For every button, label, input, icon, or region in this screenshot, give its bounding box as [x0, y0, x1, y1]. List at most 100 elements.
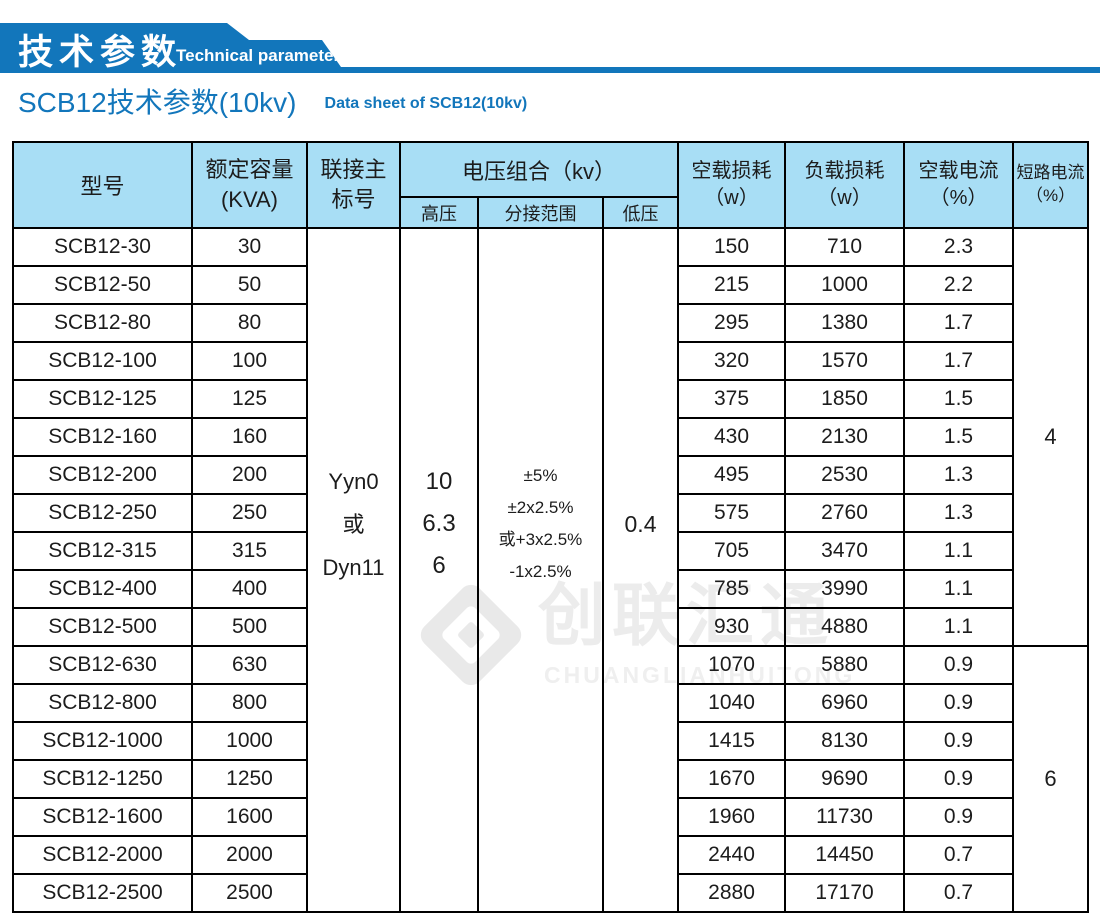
model-cell: SCB12-2500 [12, 873, 193, 913]
capacity-cell: 2000 [191, 835, 308, 875]
no-load-current-cell: 1.5 [903, 379, 1015, 419]
table-row: SCB12-200 200 495 2530 1.3 [12, 455, 1088, 495]
load-loss-cell: 1000 [784, 265, 906, 305]
header-short-circuit-line2: （%） [1025, 186, 1076, 205]
model-cell: SCB12-1250 [12, 759, 193, 799]
load-loss-cell: 2530 [784, 455, 906, 495]
header-capacity-line2: (KVA) [220, 187, 279, 212]
capacity-cell: 250 [191, 493, 308, 533]
load-loss-cell: 9690 [784, 759, 906, 799]
load-loss-cell: 4880 [784, 607, 906, 647]
model-cell: SCB12-630 [12, 645, 193, 685]
header-low-voltage: 低压 [601, 196, 680, 229]
tap-line: ±5% [523, 466, 558, 485]
capacity-cell: 160 [191, 417, 308, 457]
tap-range-cell: ±5% ±2x2.5% 或+3x2.5% -1x2.5% [477, 227, 604, 913]
tap-line: ±2x2.5% [507, 498, 574, 517]
hv-line: 6 [432, 552, 446, 579]
header-vector-line2: 标号 [331, 187, 376, 212]
load-loss-cell: 710 [784, 227, 906, 267]
table-row: SCB12-2000 2000 2440 14450 0.7 [12, 835, 1088, 875]
no-load-current-cell: 2.3 [903, 227, 1015, 267]
no-load-current-cell: 0.7 [903, 835, 1015, 875]
load-loss-cell: 3990 [784, 569, 906, 609]
capacity-cell: 1250 [191, 759, 308, 799]
table-row: SCB12-630 630 1070 5880 0.9 6 [12, 645, 1090, 913]
vector-line: 或 [342, 511, 365, 537]
capacity-cell: 315 [191, 531, 308, 571]
short-circuit-group1-cell: 4 [1012, 227, 1090, 647]
header-short-circuit-current: 短路电流 （%） [1012, 141, 1090, 229]
no-load-loss-cell: 495 [677, 455, 787, 495]
table-row: SCB12-400 400 785 3990 1.1 [12, 569, 1088, 609]
header-load-loss-line1: 负载损耗 [804, 160, 885, 182]
no-load-loss-cell: 215 [677, 265, 787, 305]
no-load-loss-cell: 575 [677, 493, 787, 533]
load-loss-cell: 2130 [784, 417, 906, 457]
model-cell: SCB12-100 [12, 341, 193, 381]
load-loss-cell: 3470 [784, 531, 906, 571]
capacity-cell: 30 [191, 227, 308, 267]
no-load-loss-cell: 430 [677, 417, 787, 457]
table-row: SCB12-315 315 705 3470 1.1 [12, 531, 1088, 571]
capacity-cell: 200 [191, 455, 308, 495]
banner-title-zh: 技术参数 [18, 33, 183, 72]
header-high-voltage: 高压 [399, 196, 479, 229]
model-cell: SCB12-2000 [12, 835, 193, 875]
capacity-cell: 125 [191, 379, 308, 419]
table-row: SCB12-800 800 1040 6960 0.9 [12, 683, 1088, 723]
load-loss-cell: 2760 [784, 493, 906, 533]
capacity-cell: 800 [191, 683, 308, 723]
load-loss-cell: 6960 [784, 683, 906, 723]
model-cell: SCB12-125 [12, 379, 193, 419]
model-cell: SCB12-315 [12, 531, 193, 571]
no-load-loss-cell: 295 [677, 303, 787, 343]
no-load-current-cell: 2.2 [903, 265, 1015, 305]
no-load-loss-cell: 1040 [677, 683, 787, 723]
capacity-cell: 2500 [191, 873, 308, 913]
model-cell: SCB12-400 [12, 569, 193, 609]
no-load-loss-cell: 375 [677, 379, 787, 419]
document-title: SCB12技术参数(10kv) Data sheet of SCB12(10kv) [18, 86, 527, 120]
model-cell: SCB12-250 [12, 493, 193, 533]
model-cell: SCB12-1000 [12, 721, 193, 761]
header-capacity-line1: 额定容量 [205, 157, 294, 183]
capacity-cell: 50 [191, 265, 308, 305]
table-row: SCB12-100 100 320 1570 1.7 [12, 341, 1088, 381]
no-load-current-cell: 0.9 [903, 683, 1015, 723]
vector-line: Dyn11 [322, 554, 385, 580]
load-loss-cell: 1570 [784, 341, 906, 381]
parameters-table: 型号 额定容量 (KVA) 联接主 标号 电压组合（kv） 空载损耗 （w） 负… [12, 141, 1090, 913]
hv-line: 10 [425, 468, 453, 495]
header-vector-line1: 联接主 [320, 157, 387, 183]
table-row: SCB12-125 125 375 1850 1.5 [12, 379, 1088, 419]
model-cell: SCB12-30 [12, 227, 193, 267]
table-row: SCB12-250 250 575 2760 1.3 [12, 493, 1088, 533]
document-title-en: Data sheet of SCB12(10kv) [324, 95, 528, 112]
no-load-loss-cell: 2880 [677, 873, 787, 913]
model-cell: SCB12-200 [12, 455, 193, 495]
load-loss-cell: 14450 [784, 835, 906, 875]
model-cell: SCB12-80 [12, 303, 193, 343]
header-load-loss-line2: （w） [817, 187, 872, 209]
hv-line: 6.3 [422, 510, 456, 537]
no-load-current-cell: 1.1 [903, 531, 1015, 571]
low-voltage-cell: 0.4 [601, 227, 680, 913]
no-load-loss-cell: 2440 [677, 835, 787, 875]
capacity-cell: 1000 [191, 721, 308, 761]
no-load-loss-cell: 1960 [677, 797, 787, 837]
header-no-load-current: 空载电流 （%） [903, 141, 1015, 229]
load-loss-cell: 8130 [784, 721, 906, 761]
table-row: SCB12-1000 1000 1415 8130 0.9 [12, 721, 1088, 761]
table-row: SCB12-80 80 295 1380 1.7 [12, 303, 1088, 343]
capacity-cell: 1600 [191, 797, 308, 837]
table-row: SCB12-160 160 430 2130 1.5 [12, 417, 1088, 457]
table-row: SCB12-30 30 Yyn0 或 Dyn11 10 6.3 6 ±5% ±2… [12, 227, 1090, 913]
no-load-loss-cell: 1415 [677, 721, 787, 761]
header-model: 型号 [12, 141, 193, 229]
table-row: SCB12-2500 2500 2880 17170 0.7 [12, 873, 1088, 913]
no-load-loss-cell: 1070 [677, 645, 787, 685]
table-header: 型号 额定容量 (KVA) 联接主 标号 电压组合（kv） 空载损耗 （w） 负… [12, 141, 1090, 229]
table-row: SCB12-500 500 930 4880 1.1 [12, 607, 1088, 647]
header-short-circuit-line1: 短路电流 [1016, 163, 1085, 183]
